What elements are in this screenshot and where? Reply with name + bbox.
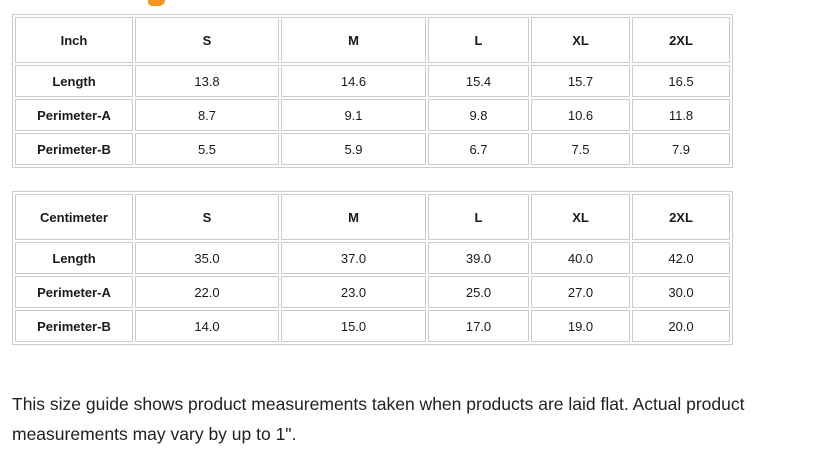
measurement-cell: 15.7: [531, 65, 630, 97]
measurement-cell: 13.8: [135, 65, 279, 97]
measurement-cell: 42.0: [632, 242, 730, 274]
size-column-header: 2XL: [632, 17, 730, 63]
measurement-cell: 27.0: [531, 276, 630, 308]
measurement-cell: 14.0: [135, 310, 279, 342]
measurement-cell: 17.0: [428, 310, 529, 342]
measurement-cell: 40.0: [531, 242, 630, 274]
header-row: Inch S M L XL 2XL: [15, 17, 730, 63]
measurement-cell: 37.0: [281, 242, 426, 274]
size-column-header: 2XL: [632, 194, 730, 240]
unit-header-cell: Centimeter: [15, 194, 133, 240]
size-column-header: L: [428, 194, 529, 240]
measurement-cell: 9.8: [428, 99, 529, 131]
size-guide-note: This size guide shows product measuremen…: [12, 394, 745, 444]
measurement-cell: 5.5: [135, 133, 279, 165]
table-row: Perimeter-A 22.0 23.0 25.0 27.0 30.0: [15, 276, 730, 308]
row-label-cell: Perimeter-B: [15, 133, 133, 165]
measurement-cell: 16.5: [632, 65, 730, 97]
size-table-inch: Inch S M L XL 2XL Length 13.8 14.6 15.4 15.7 16.5 Pe…: [12, 14, 733, 168]
size-column-header: M: [281, 194, 426, 240]
header-row: Centimeter S M L XL 2XL: [15, 194, 730, 240]
size-table-centimeter: Centimeter S M L XL 2XL Length 35.0 37.0 39.0 40.0…: [12, 191, 733, 345]
unit-header-cell: Inch: [15, 17, 133, 63]
measurement-cell: 15.4: [428, 65, 529, 97]
row-label-cell: Length: [15, 65, 133, 97]
clipped-heading-fragment: [148, 0, 165, 6]
row-label-cell: Perimeter-A: [15, 99, 133, 131]
measurement-cell: 35.0: [135, 242, 279, 274]
measurement-cell: 9.1: [281, 99, 426, 131]
measurement-cell: 22.0: [135, 276, 279, 308]
table-row: Length 13.8 14.6 15.4 15.7 16.5: [15, 65, 730, 97]
measurement-cell: 7.5: [531, 133, 630, 165]
measurement-cell: 6.7: [428, 133, 529, 165]
measurement-cell: 5.9: [281, 133, 426, 165]
measurement-cell: 11.8: [632, 99, 730, 131]
table-row: Perimeter-B 14.0 15.0 17.0 19.0 20.0: [15, 310, 730, 342]
size-tables-container: Inch S M L XL 2XL Length 13.8 14.6 15.4 15.7 16.5 Pe…: [12, 14, 824, 345]
measurement-cell: 14.6: [281, 65, 426, 97]
size-column-header: S: [135, 194, 279, 240]
measurement-cell: 19.0: [531, 310, 630, 342]
table-row: Perimeter-B 5.5 5.9 6.7 7.5 7.9: [15, 133, 730, 165]
table-row: Perimeter-A 8.7 9.1 9.8 10.6 11.8: [15, 99, 730, 131]
table-row: Length 35.0 37.0 39.0 40.0 42.0: [15, 242, 730, 274]
row-label-cell: Perimeter-B: [15, 310, 133, 342]
size-column-header: M: [281, 17, 426, 63]
row-label-cell: Length: [15, 242, 133, 274]
measurement-cell: 23.0: [281, 276, 426, 308]
size-column-header: XL: [531, 17, 630, 63]
size-column-header: S: [135, 17, 279, 63]
measurement-cell: 8.7: [135, 99, 279, 131]
measurement-cell: 39.0: [428, 242, 529, 274]
measurement-cell: 20.0: [632, 310, 730, 342]
size-column-header: XL: [531, 194, 630, 240]
size-column-header: L: [428, 17, 529, 63]
row-label-cell: Perimeter-A: [15, 276, 133, 308]
measurement-cell: 25.0: [428, 276, 529, 308]
measurement-cell: 30.0: [632, 276, 730, 308]
measurement-cell: 10.6: [531, 99, 630, 131]
measurement-cell: 15.0: [281, 310, 426, 342]
measurement-cell: 7.9: [632, 133, 730, 165]
